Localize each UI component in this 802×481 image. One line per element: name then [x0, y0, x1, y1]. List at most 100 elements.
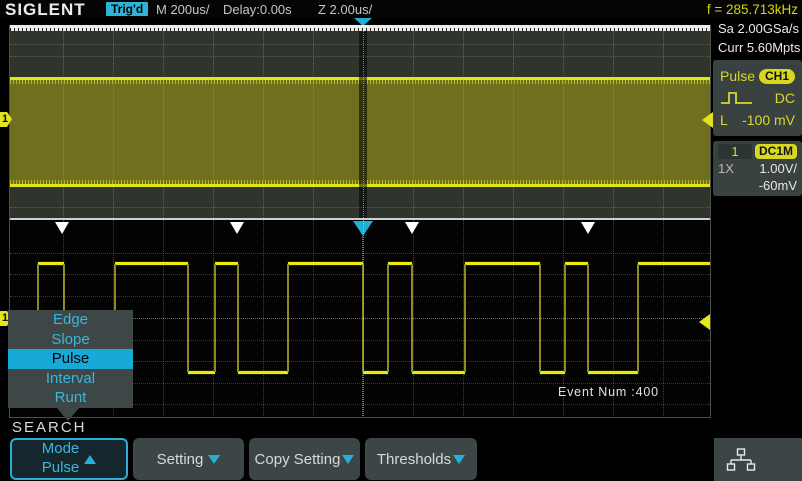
gridline-vertical [663, 220, 664, 418]
gridline-vertical [413, 220, 414, 418]
gridline-horizontal [10, 318, 710, 319]
menu-pointer-icon [57, 408, 79, 421]
trigger-level-letter: L [720, 112, 728, 128]
grid-bottom-border [10, 417, 710, 418]
trigger-type-label: Pulse [720, 68, 756, 84]
gridline-horizontal [10, 340, 710, 341]
gridline-vertical [213, 220, 214, 418]
gridline-vertical [613, 31, 614, 218]
channel1-overview-marker[interactable]: 1 [0, 112, 12, 127]
trigger-source-badge: CH1 [758, 68, 795, 84]
trigger-coupling-label: DC [774, 90, 795, 106]
gridline-horizontal [10, 274, 710, 275]
trigger-level-marker-icon[interactable] [702, 112, 713, 128]
gridline-vertical [663, 31, 664, 218]
trace-low-segment [238, 371, 288, 374]
network-status-tile[interactable] [714, 438, 802, 481]
channel-scale-readout: 1.00V/ [759, 161, 797, 176]
pulse-waveform-icon [721, 92, 752, 104]
trigger-position-icon[interactable] [354, 18, 372, 26]
frequency-counter-readout: f = 285.713kHz [706, 2, 798, 17]
gridline-horizontal [10, 253, 710, 254]
thresholds-button[interactable]: Thresholds [365, 438, 477, 480]
setting-button[interactable]: Setting [133, 438, 244, 480]
gridline-vertical [363, 31, 364, 218]
gridline-horizontal [10, 207, 710, 208]
memory-depth-readout: Curr 5.60Mpts [718, 40, 801, 55]
copy-setting-button[interactable]: Copy Setting [249, 438, 360, 480]
horizontal-ruler [10, 25, 710, 31]
gridline-vertical [163, 220, 164, 418]
gridline-horizontal [10, 44, 710, 45]
overview-window[interactable] [10, 31, 710, 218]
arrow-down-icon [208, 454, 221, 464]
trace-high-segment [38, 262, 64, 265]
gridline-horizontal [10, 404, 710, 405]
gridline-vertical [213, 31, 214, 218]
trace-low-segment [363, 371, 388, 374]
trace-low-segment [188, 371, 215, 374]
search-event-marker-icon[interactable] [230, 222, 244, 234]
probe-attenuation-label: 1X [718, 161, 734, 176]
network-icon [726, 448, 756, 471]
trace-low-segment [540, 371, 565, 374]
gridline-vertical [113, 31, 114, 218]
menu-item-slope[interactable]: Slope [51, 330, 90, 348]
menu-item-interval[interactable]: Interval [45, 369, 96, 387]
gridline-vertical [263, 220, 264, 418]
header-bar: SIGLENT Trig'd M 200us/ Delay:0.00s Z 2.… [0, 0, 802, 19]
search-event-marker-icon[interactable] [55, 222, 69, 234]
gridline-vertical [563, 220, 564, 418]
main-timebase-readout[interactable]: M 200us/ [156, 2, 210, 17]
menu-item-pulse[interactable]: Pulse [8, 349, 133, 369]
gridline-vertical [313, 31, 314, 218]
search-event-marker-icon[interactable] [581, 222, 595, 234]
gridline-vertical [163, 31, 164, 218]
delay-readout[interactable]: Delay:0.00s [223, 2, 292, 17]
channel-number-tile: 1 [718, 144, 752, 159]
search-event-marker-icon[interactable] [405, 222, 419, 234]
gridline-vertical [313, 220, 314, 418]
gridline-vertical [613, 220, 614, 418]
setting-button-label: Setting [156, 450, 204, 468]
search-mode-menu[interactable]: Edge Slope Pulse Interval Runt [8, 310, 133, 408]
trace-high-segment [215, 262, 238, 265]
brand-logo: SIGLENT [5, 0, 86, 19]
trigger-status-badge[interactable]: Trig'd [106, 2, 149, 16]
menu-item-edge[interactable]: Edge [52, 311, 89, 328]
trace-high-segment [388, 262, 412, 265]
arrow-down-icon [453, 454, 466, 464]
gridline-horizontal [10, 56, 710, 57]
mode-button-label: Mode [41, 440, 80, 458]
gridline-horizontal [10, 296, 710, 297]
menu-item-runt[interactable]: Runt [54, 389, 87, 407]
graticule-area[interactable]: Event Num :400 [9, 18, 711, 418]
trace-high-segment [115, 262, 188, 265]
gridline-vertical [513, 31, 514, 218]
thresholds-button-label: Thresholds [376, 450, 452, 468]
trigger-info-panel[interactable]: Pulse CH1 DC L -100 mV [713, 60, 802, 136]
zoom-timebase-readout[interactable]: Z 2.00us/ [318, 2, 373, 17]
gridline-vertical [413, 31, 414, 218]
trace-low-segment [588, 371, 638, 374]
search-title: SEARCH [12, 419, 87, 436]
trace-high-segment [565, 262, 588, 265]
channel-coupling-badge: DC1M [754, 144, 797, 159]
gridline-vertical [263, 31, 264, 218]
gridline-horizontal [10, 361, 710, 362]
trigger-level-value: -100 mV [742, 112, 795, 128]
mode-button[interactable]: Mode Pulse [10, 438, 128, 480]
gridline-vertical [513, 220, 514, 418]
copy-setting-button-label: Copy Setting [254, 450, 341, 468]
arrow-up-icon [84, 454, 97, 464]
gridline-vertical [363, 220, 364, 418]
trace-low-segment [412, 371, 465, 374]
gridline-horizontal [10, 383, 710, 384]
event-count-label: Event Num :400 [558, 385, 659, 399]
gridline-vertical [463, 31, 464, 218]
channel1-info-panel[interactable]: 1 DC1M 1X 1.00V/ -60mV [713, 141, 802, 196]
arrow-down-icon [342, 454, 355, 464]
gridline-horizontal [10, 185, 710, 186]
trigger-level-arrow-icon[interactable] [699, 314, 710, 330]
